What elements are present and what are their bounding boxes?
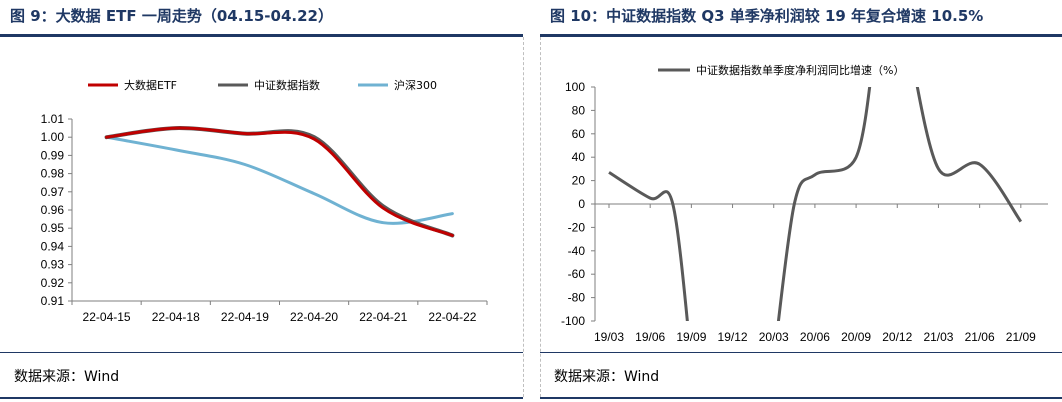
x-tick-label: 20/06 [800,330,830,344]
y-tick-label: 0.98 [41,167,65,181]
source-note: 数据来源：Wind [14,369,120,385]
chart-title: 图 10：中证数据指数 Q3 单季净利润较 19 年复合增速 10.5% [550,7,984,25]
x-tick-label: 21/06 [965,330,995,344]
bottom-rule [540,397,1062,399]
x-tick-label: 19/09 [676,330,706,344]
y-tick-label: -80 [568,291,586,305]
series-line [105,126,454,237]
y-tick-label: 0.99 [41,148,65,162]
y-tick-label: 0.97 [41,185,65,199]
x-tick-label: 22-04-22 [428,310,476,324]
y-tick-label: 0.91 [41,294,65,308]
x-tick-label: 21/09 [1006,330,1036,344]
x-tick-label: 22-04-18 [152,310,200,324]
y-tick-label: 0 [578,197,585,211]
etf-line-chart: 1.01 1.00 0.99 0.98 0.97 0.96 0.95 0.94 0.93 0.92… [41,78,488,324]
y-tick-label: 0.96 [41,203,65,217]
legend-label: 中证数据指数 [254,78,320,92]
chart-panel-etf: 图 9：大数据 ETF 一周走势（04.15-04.22） 1.01 1.00 0.… [0,0,523,402]
legend-label: 大数据ETF [124,78,177,92]
y-tick-label: 0.93 [41,258,65,272]
series-line [105,135,454,225]
y-tick-label: 1.01 [41,112,65,126]
y-tick-label: -20 [568,220,586,234]
x-tick-label: 20/12 [882,330,912,344]
x-tick-label: 20/03 [759,330,789,344]
x-tick-label: 19/12 [718,330,748,344]
chart-panel-profit-growth: 图 10：中证数据指数 Q3 单季净利润较 19 年复合增速 10.5% 100… [540,0,1062,402]
source-rule [540,352,1062,353]
legend-label: 沪深300 [394,78,437,92]
x-tick-label: 22-04-20 [290,310,338,324]
y-tick-label: -40 [568,244,586,258]
x-tick-label: 19/03 [594,330,624,344]
series-line [776,87,872,321]
y-tick-label: 0.92 [41,276,65,290]
title-rule [0,34,523,37]
series-line [915,87,1023,223]
y-tick-label: -100 [561,314,585,328]
chart-title: 图 9：大数据 ETF 一周走势（04.15-04.22） [10,7,333,25]
y-tick-label: 40 [572,150,586,164]
x-tick-label: 19/06 [635,330,665,344]
y-tick-label: 0.94 [41,239,65,253]
y-tick-label: 20 [572,174,586,188]
y-tick-label: 80 [572,103,586,117]
panel-separator [523,37,524,397]
y-tick-label: 1.00 [41,130,65,144]
x-tick-label: 20/09 [841,330,871,344]
panel-separator [540,37,541,397]
title-rule [540,34,1062,37]
x-tick-label: 22-04-21 [359,310,407,324]
legend-label: 中证数据指数单季度净利润同比增速（%） [696,63,904,77]
x-tick-label: 21/03 [923,330,953,344]
series-line [608,171,689,321]
source-rule [0,352,523,353]
y-tick-label: 60 [572,127,586,141]
y-tick-label: 0.95 [41,221,65,235]
y-tick-label: 100 [565,80,585,94]
x-tick-label: 22-04-19 [221,310,269,324]
profit-growth-line-chart: 100 80 60 40 20 0 -20 -40 -60 -80 -100 19/03 19/06 19… [561,63,1048,344]
source-note: 数据来源：Wind [554,369,660,385]
y-tick-label: -60 [568,267,586,281]
x-tick-label: 22-04-15 [83,310,131,324]
bottom-rule [0,397,523,399]
